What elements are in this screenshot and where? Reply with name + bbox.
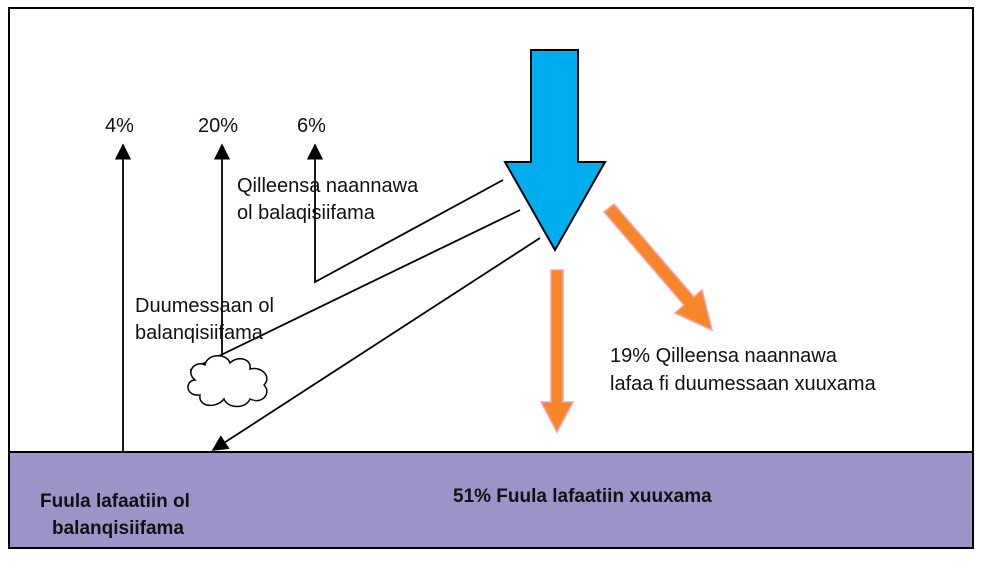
label: ol balaqisiifama — [237, 202, 376, 224]
percent-label: 6% — [297, 115, 326, 137]
label: 19% Qilleensa naannawa — [610, 345, 838, 367]
percent-label: 20% — [198, 115, 238, 137]
label: balanqisiifama — [52, 518, 184, 539]
label: 51% Fuula lafaatiin xuuxama — [453, 486, 712, 507]
diagram: 4% 20% 6% Qilleensa naannawa ol balaqisi… — [0, 0, 981, 556]
label: balanqisiifama — [135, 322, 264, 344]
label: Fuula lafaatiin ol — [40, 491, 190, 512]
percent-label: 4% — [105, 115, 134, 137]
label: Qilleensa naannawa — [237, 175, 419, 197]
label: Duumessaan ol — [135, 295, 274, 317]
label: lafaa fi duumessaan xuuxama — [610, 373, 877, 395]
